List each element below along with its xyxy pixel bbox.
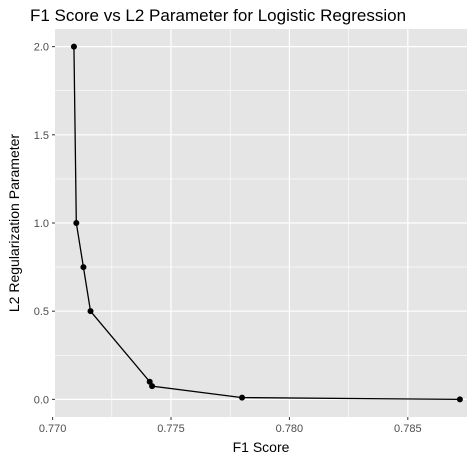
y-tick-label: 1.5	[34, 130, 49, 142]
grid-major	[52, 29, 467, 417]
y-tick-labels: 0.0 0.5 1.0 1.5 2.0	[34, 42, 49, 407]
data-point	[456, 396, 463, 403]
series-points	[70, 43, 463, 403]
x-tick-label: 0.775	[157, 423, 185, 435]
data-point	[146, 378, 153, 385]
chart-title: F1 Score vs L2 Parameter for Logistic Re…	[30, 6, 406, 25]
y-tick-label: 0.5	[34, 306, 49, 318]
y-axis-label: L2 Regularization Parameter	[6, 134, 22, 313]
data-point	[87, 308, 94, 315]
x-axis-label: F1 Score	[233, 439, 290, 455]
data-point	[73, 220, 80, 226]
data-point	[149, 383, 156, 390]
x-tick-label: 0.770	[39, 423, 67, 435]
y-tick-label: 0.0	[34, 394, 49, 406]
x-tick-labels: 0.770 0.775 0.780 0.785	[39, 423, 422, 435]
data-point	[80, 264, 87, 271]
x-tick-label: 0.785	[394, 423, 422, 435]
axis-ticks	[52, 46, 409, 420]
series-line-group	[73, 46, 460, 401]
data-point	[70, 43, 77, 50]
x-tick-label: 0.780	[276, 423, 304, 435]
data-point	[239, 394, 246, 401]
y-tick-label: 1.0	[34, 218, 49, 230]
y-tick-label: 2.0	[34, 42, 49, 54]
series-line	[73, 46, 460, 401]
